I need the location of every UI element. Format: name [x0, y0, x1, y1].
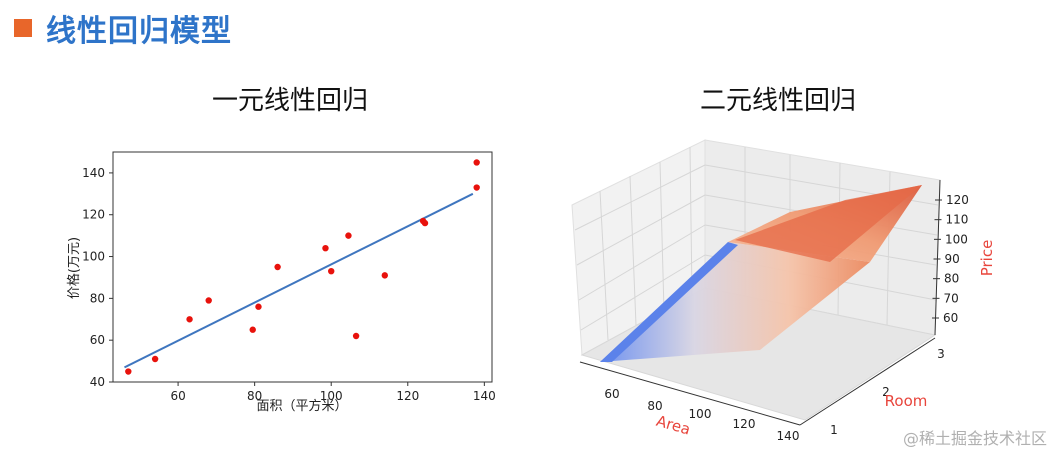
z-tick-label: 120: [946, 193, 969, 207]
x-axis-line: [579, 361, 801, 426]
data-point: [345, 232, 352, 239]
chart1-x-tick-label: 80: [247, 389, 262, 403]
y-axis-line: [799, 337, 936, 426]
section-header: 线性回归模型: [14, 8, 232, 49]
z-tick-label: 90: [945, 252, 960, 266]
z-axis-line: [934, 179, 941, 336]
chart1-x-tick-label: 60: [170, 389, 185, 403]
chart1-x-tick-label: 120: [396, 389, 419, 403]
chart1-x-tick-label: 140: [473, 389, 496, 403]
x-tick-label: 80: [647, 399, 662, 413]
chart1-y-tick-label: 40: [90, 375, 105, 389]
x-tick-label: 120: [733, 417, 756, 431]
surface-top-band: [735, 185, 922, 262]
z-axis-label: Price: [978, 240, 996, 277]
surface-lower-section: [600, 242, 870, 362]
section-title: 线性回归模型: [46, 14, 232, 49]
chart1-title: 一元线性回归: [212, 86, 369, 116]
chart1-y-tick-label: 120: [82, 208, 105, 222]
data-point: [352, 332, 360, 340]
data-point: [421, 219, 429, 227]
y-axis-label: Room: [885, 392, 928, 410]
data-point: [249, 326, 256, 333]
regression-line: [124, 192, 474, 369]
data-point: [322, 244, 329, 252]
data-point: [151, 355, 159, 363]
x-tick-label: 100: [689, 407, 712, 421]
z-axis-ticks: 60 70 80 90 100 110 120: [932, 193, 969, 325]
data-point: [473, 159, 480, 166]
y-tick-label: 2: [882, 385, 890, 399]
chart1-points: [125, 159, 480, 375]
chart1-x-tick-label: 100: [320, 389, 343, 403]
chart1-x-ticks: 60 80 100 120 140: [170, 382, 496, 403]
x-tick-label: 60: [604, 387, 619, 401]
data-point: [328, 267, 335, 275]
simple-regression-chart: 40 60 80 100 120 140 60 80 100 120 140 面积（平方米） 价格…: [66, 151, 496, 414]
x-axis-ticks: 60 80 100 120 140: [604, 387, 799, 443]
x-axis-label: Area: [654, 412, 692, 439]
x-tick-label: 140: [777, 429, 800, 443]
z-tick-label: 110: [946, 213, 969, 227]
data-point: [381, 272, 389, 279]
y-axis-ticks: 1 2 3: [830, 347, 945, 437]
chart1-y-ticks: 40 60 80 100 120 140: [82, 166, 113, 389]
chart2-title: 二元线性回归: [700, 86, 857, 116]
chart1-y-tick-label: 140: [82, 166, 105, 180]
z-tick-label: 80: [944, 272, 959, 286]
surface-blue-edge: [600, 242, 738, 362]
y-tick-label: 3: [937, 347, 945, 361]
y-tick-label: 1: [830, 423, 838, 437]
watermark: @稀土掘金技术社区: [902, 429, 1047, 448]
z-tick-label: 60: [943, 311, 958, 325]
chart1-x-axis-label: 面积（平方米）: [256, 398, 347, 414]
chart1-y-tick-label: 100: [82, 250, 105, 264]
z-tick-label: 70: [944, 291, 959, 305]
chart1-plot-frame: [112, 151, 493, 383]
data-point: [274, 263, 281, 271]
chart1-y-tick-label: 80: [90, 291, 105, 305]
data-point: [186, 316, 193, 323]
data-point: [125, 368, 132, 375]
data-point: [205, 297, 212, 304]
z-tick-label: 100: [945, 232, 968, 246]
bullet-square-icon: [14, 19, 32, 37]
data-point: [255, 303, 262, 310]
data-point: [473, 184, 480, 191]
chart1-y-axis-label: 价格(万元): [66, 237, 82, 299]
chart1-y-tick-label: 60: [90, 333, 105, 347]
